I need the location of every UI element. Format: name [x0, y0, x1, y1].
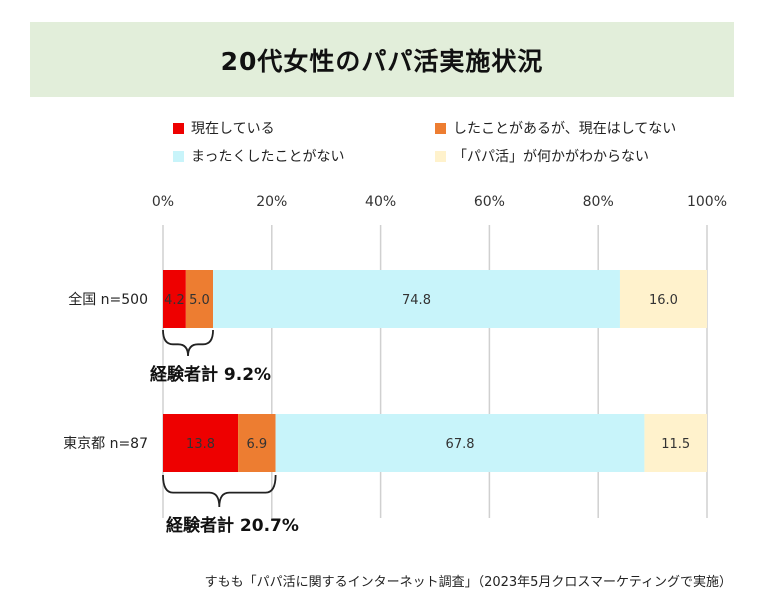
x-tick-label: 100%: [687, 194, 727, 210]
data-label: 16.0: [649, 293, 678, 308]
source-footnote: すもも「パパ活に関するインターネット調査」（2023年5月クロスマーケティングで…: [204, 575, 732, 590]
annotation-national: 経験者計 9.2%: [150, 364, 271, 385]
x-tick-label: 60%: [474, 194, 505, 210]
bar-segment: [619, 270, 707, 328]
x-tick-label: 20%: [256, 194, 287, 210]
data-label: 6.9: [246, 437, 267, 452]
brace-national: [162, 329, 214, 357]
chart-title: 20代女性のパパ活実施状況: [220, 46, 544, 76]
bar-segment: [238, 414, 276, 472]
bar-segment: [275, 414, 645, 472]
bar-segment: [163, 270, 186, 328]
category-label: 全国 n=500: [68, 291, 148, 308]
title-band: 20代女性のパパ活実施状況: [30, 22, 734, 97]
data-label: 5.0: [189, 293, 210, 308]
bar-segment: [644, 414, 707, 472]
bar-segment: [185, 270, 214, 328]
category-label: 東京都 n=87: [63, 436, 148, 452]
bar-segment: [213, 270, 620, 328]
brace-tokyo: [162, 474, 277, 508]
data-label: 11.5: [661, 437, 690, 452]
data-label: 74.8: [402, 293, 431, 308]
x-tick-label: 80%: [583, 194, 614, 210]
stacked-bar-chart: 0% 20% 40% 60% 80% 100% 全国 n=500 4.2 5.0 74.8 16.0…: [63, 194, 727, 536]
bar-segment: [163, 414, 239, 472]
x-tick-label: 0%: [152, 194, 174, 210]
data-label: 13.8: [186, 437, 215, 452]
annotation-tokyo: 経験者計 20.7%: [166, 515, 299, 536]
x-tick-label: 40%: [365, 194, 396, 210]
data-label: 67.8: [446, 437, 475, 452]
data-label: 4.2: [164, 293, 185, 308]
